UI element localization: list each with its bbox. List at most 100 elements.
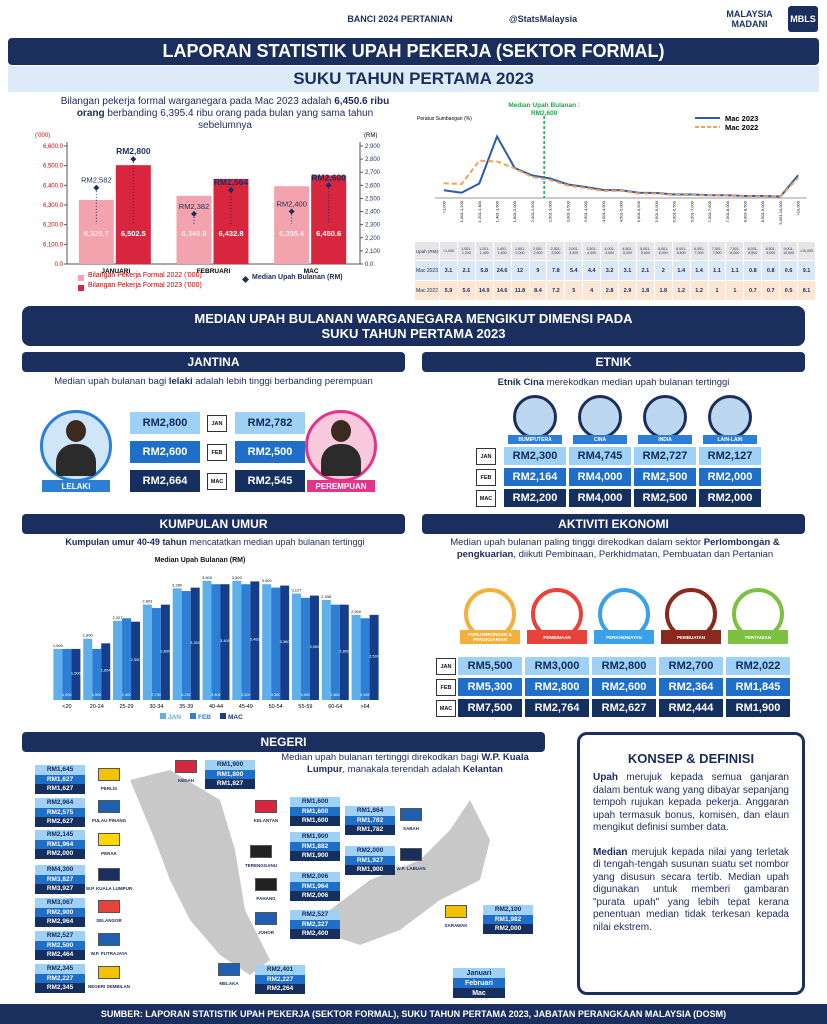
y-tick-label: 6,100.0 [43,242,64,248]
x-tick-label: 6,501-7,000 [689,200,694,222]
bar [262,584,272,700]
median-marker [93,184,100,191]
distribution-chart: Peratus Sumbangan (%) Median Upah Bulanan… [417,102,807,225]
state-name: TERENGGANU [244,862,277,868]
value-box: RM2,327 [290,919,340,929]
definition-text: merujuk kepada nilai yang terletak di te… [593,846,789,933]
value-box: RM1,600 [290,806,340,816]
bar-label: 2,700 [151,692,162,697]
bar [78,199,114,264]
state-flag [255,800,277,813]
table-cell: 7.8 [546,261,565,280]
value-box: RM1,627 [35,774,85,784]
table-cell: 2.1 [456,261,475,280]
x-tick-label: 7,001-7,500 [707,200,712,222]
value-box: RM2,444 [659,699,723,717]
state-name: PERLIS [100,785,118,791]
value-box: RM2,600 [130,441,200,463]
text-part: lelaki [168,376,193,387]
bar-label: 3,400 [220,638,231,643]
section-header: JANTINA [22,352,405,372]
value-box: RM1,864 [345,806,395,816]
value-box: RM2,200 [504,489,566,507]
bar-label: 6,432.8 [218,229,243,238]
value-box: RM2,100 [483,905,533,915]
table-header: 4,001-4,500 [600,242,619,260]
value-box: RM2,000 [483,924,533,934]
x-tick-label: 1,001-1,200 [459,200,464,222]
y-tick-label: 6,200.0 [43,223,64,229]
table-header: 9,001-10,000 [779,242,798,260]
value-box: RM2,227 [255,974,305,984]
median-label: RM2,800 [116,146,151,156]
bar-label: 3,482 [250,637,261,642]
value-box: RM3,827 [35,874,85,884]
value-box: Mac [453,988,505,998]
logo: @StatsMalaysia [508,14,578,24]
value-box: RM2,964 [35,917,85,927]
bar-label: 3,300 [271,692,282,697]
legend-label: FEB [198,714,211,721]
legend-swatch [78,275,84,281]
logo: BANCI 2024 PERTANIAN [347,14,453,24]
x-tick-label: <20 [62,704,71,710]
state-name: W.P. LABUAN [396,865,426,871]
table-row-label: Mac 2022 [415,281,439,300]
y2-tick-label: 0.0 [365,262,374,268]
bar-label: 3,200 [181,692,192,697]
table-header: 2,501-3,000 [546,242,565,260]
bar [220,584,230,700]
x-tick-label: 4,501-5,000 [619,200,624,222]
bar [113,620,123,700]
bar-label: 3,400 [262,578,273,583]
value-box: RM2,127 [699,447,761,465]
x-tick-label: 55-59 [298,704,312,710]
value-box: RM4,300 [35,865,85,875]
table-cell: 1.4 [689,261,708,280]
median-label: RM2,382 [179,202,209,211]
bar-label: 1,664 [101,668,112,673]
value-box: RM1,900 [726,699,790,717]
x-tick-label: 30-34 [149,704,163,710]
legend-swatch [160,713,166,719]
legend-label: Mac 2023 [725,114,758,123]
table-cell: 5.9 [439,281,457,300]
state-flag [98,933,120,946]
bar [122,618,132,700]
person-head [331,420,351,442]
median-title: Median Upah Bulanan : [508,102,580,109]
value-box: RM2,500 [235,441,305,463]
text-part: W.P. Kuala Lumpur [307,752,529,775]
section-header: ETNIK [422,352,805,372]
person-head [66,420,86,442]
text-part: , manakala terendah adalah [342,764,463,775]
ethnic-icon [578,395,622,439]
bar [190,587,200,700]
x-tick-label: >64 [360,704,369,710]
bar [151,608,161,700]
bar [101,643,111,700]
intro: Median upah bulanan tertinggi direkodkan… [270,752,540,788]
x-tick-label: 1,601-2,000 [512,200,517,222]
value-box: RM4,000 [569,489,631,507]
value-box: RM2,000 [35,849,85,859]
value-box: RM2,782 [235,412,305,434]
bar [71,648,81,700]
bar [211,584,221,700]
value-box: RM1,782 [345,825,395,835]
y2-tick-label: 2,100 [365,249,381,255]
bar-label: 3,360 [280,639,291,644]
value-box: RM2,527 [290,910,340,920]
text-part: Median upah bulanan bagi [54,376,169,387]
bar-label: 1,500 [92,692,103,697]
value-box: RM2,227 [35,973,85,983]
x-tick-label: 4,001-4,500 [601,200,606,222]
table-cell: 2.8 [600,281,619,300]
table-cell: 5.4 [564,261,583,280]
value-box: RM3,067 [35,898,85,908]
text-part: Bilangan pekerja formal warganegara pada… [60,96,335,107]
state-flag [175,760,197,773]
value-box: RM1,882 [290,841,340,851]
table-header: 7,501-8,000 [725,242,744,260]
ethnic-icon [643,395,687,439]
